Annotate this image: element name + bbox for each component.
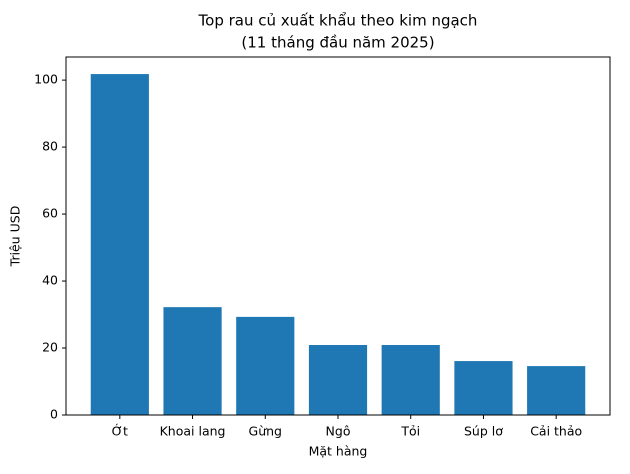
y-tick-label: 40 [42,273,58,288]
chart-title: Top rau củ xuất khẩu theo kim ngạch [198,12,478,30]
bar [308,345,368,415]
bar [454,361,513,415]
y-tick-label: 0 [50,407,58,422]
x-tick-label: Ớt [112,424,128,439]
x-tick-label: Cải thảo [530,424,582,439]
x-axis-label: Mặt hàng [309,444,368,459]
y-tick-label: 80 [42,139,58,154]
y-axis-label: Triệu USD [8,206,23,268]
bar [163,307,222,415]
bar [90,74,149,415]
plot-frame [65,56,611,416]
x-tick-label: Khoai lang [160,424,226,439]
y-tick-label: 60 [42,206,58,221]
x-tick-label: Gừng [249,424,282,439]
y-tick-label: 100 [34,72,58,87]
y-tick-label: 20 [42,340,58,355]
bar [381,345,440,415]
bar [527,366,586,415]
x-tick-label: Súp lơ [464,424,503,439]
x-tick-label: Ngô [326,424,351,439]
chart-subtitle: (11 tháng đầu năm 2025) [241,34,434,52]
bar [236,316,295,415]
x-tick-label: Tỏi [400,424,420,439]
